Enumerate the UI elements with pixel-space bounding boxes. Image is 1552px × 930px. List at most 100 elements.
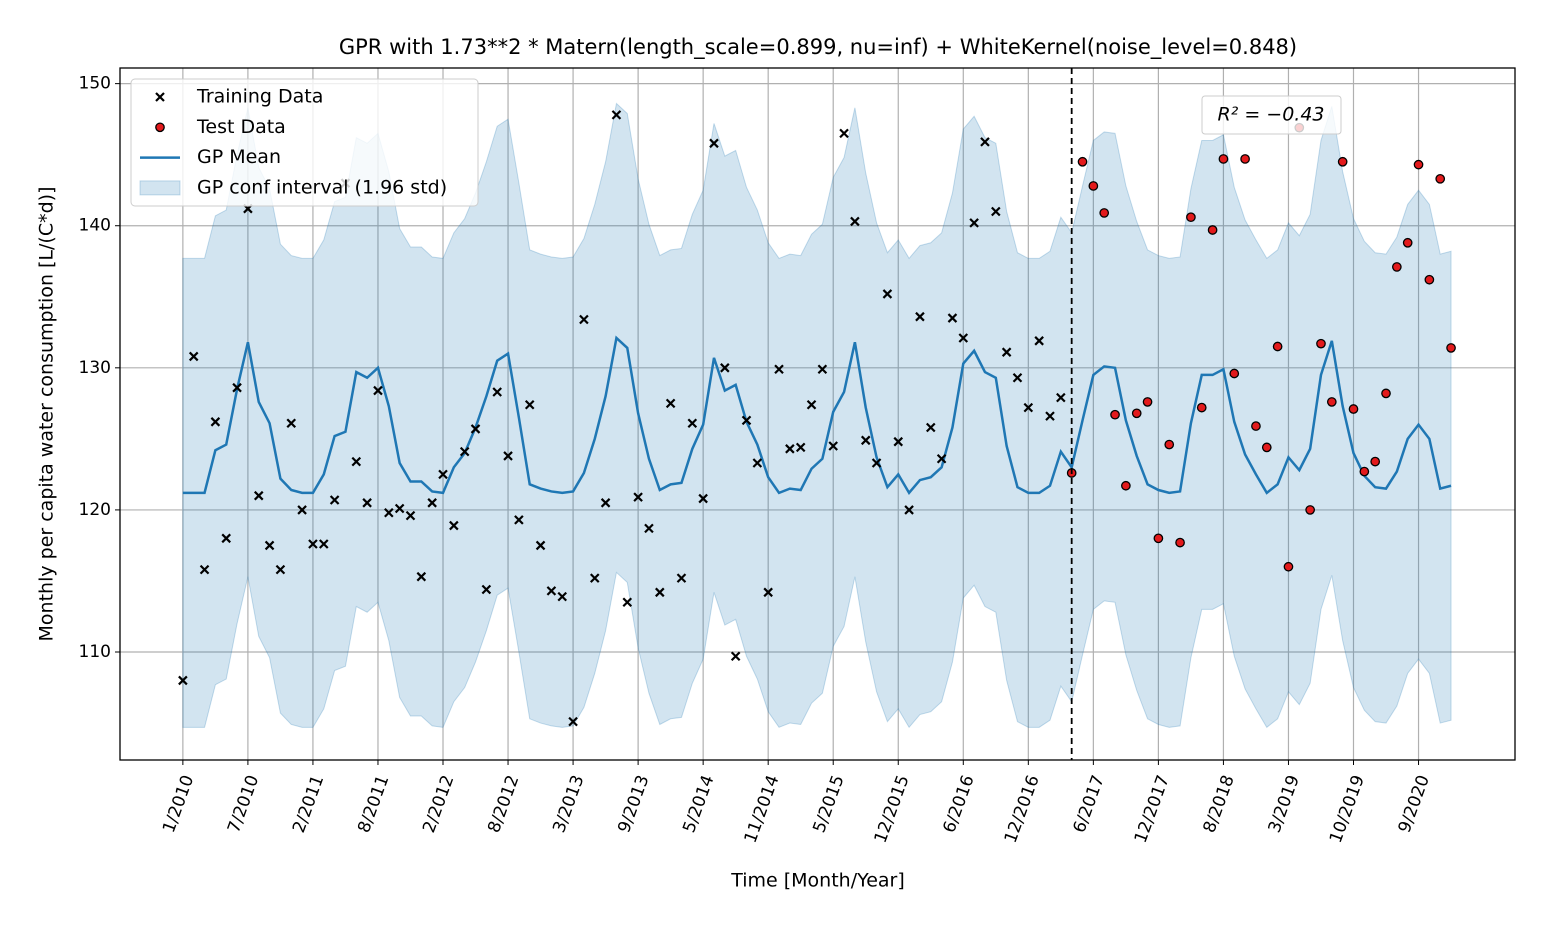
training-point [1045, 411, 1055, 421]
test-point [1261, 442, 1272, 453]
training-point [936, 453, 947, 464]
training-point [720, 363, 730, 373]
training-point [969, 218, 979, 228]
y-tick-label: 140 [79, 216, 111, 236]
training-point [763, 587, 773, 598]
training-point [232, 382, 242, 393]
test-point [1424, 274, 1435, 285]
training-point [698, 493, 708, 504]
training-point [438, 469, 448, 480]
training-point [492, 387, 502, 397]
mean-line [182, 335, 1452, 496]
training-point [980, 137, 990, 147]
x-tick-label: 3/2019 [1265, 773, 1304, 836]
x-tick-label: 8/2011 [354, 773, 393, 836]
training-point [514, 515, 524, 525]
training-point [871, 458, 882, 468]
x-axis-label: Time [Month/Year] [730, 870, 905, 892]
x-tick-label: 6/2016 [939, 773, 978, 836]
training-point [1023, 402, 1034, 413]
training-point [427, 498, 437, 508]
training-point [817, 364, 828, 375]
training-point [362, 498, 372, 508]
test-point [1370, 456, 1381, 467]
test-point [1218, 154, 1229, 164]
y-axis-label: Monthly per capita water consumption [L/… [36, 187, 58, 642]
training-point [546, 586, 557, 596]
training-point [1012, 372, 1023, 383]
training-point [308, 539, 318, 549]
training-point [297, 505, 307, 515]
x-tick-label: 5/2014 [679, 773, 718, 836]
test-point [1131, 408, 1142, 419]
training-point [459, 446, 470, 457]
training-point [1056, 392, 1066, 403]
training-point [449, 520, 459, 531]
test-point [1186, 212, 1196, 223]
training-point [329, 495, 340, 505]
training-point [915, 311, 925, 322]
training-point [416, 571, 427, 582]
x-tick-label: 9/2013 [614, 773, 653, 836]
test-point [1392, 262, 1402, 272]
x-tick-label: 9/2020 [1395, 773, 1434, 836]
training-point [481, 584, 492, 595]
legend-marker [139, 180, 181, 196]
training-point [178, 675, 188, 686]
test-point [1316, 338, 1326, 349]
training-point [557, 591, 568, 602]
test-point [1435, 173, 1446, 184]
test-point [1229, 368, 1240, 379]
training-point [318, 539, 329, 549]
training-point [839, 128, 849, 139]
training-point [600, 498, 611, 508]
annotation-box [1201, 95, 1342, 135]
training-point [655, 587, 665, 598]
y-tick-label: 120 [79, 500, 111, 520]
training-point [253, 490, 264, 501]
training-point [925, 422, 936, 433]
training-point [373, 385, 383, 396]
legend-marker [155, 92, 165, 102]
training-point [199, 564, 210, 575]
training-point [568, 716, 578, 727]
x-tick-label: 1/2010 [159, 773, 198, 836]
training-point [774, 364, 784, 375]
y-tick-label: 150 [79, 74, 111, 94]
training-point [709, 138, 719, 149]
test-point [1381, 388, 1391, 399]
training-point [806, 399, 817, 410]
training-point [275, 564, 286, 575]
training-point [264, 540, 275, 551]
training-point [405, 510, 416, 521]
training-point [882, 289, 893, 299]
test-point [1348, 404, 1359, 414]
test-point [1402, 237, 1413, 248]
test-point [1251, 421, 1261, 431]
training-point [394, 503, 405, 514]
training-point [1001, 347, 1012, 357]
training-point [904, 505, 914, 515]
test-point [1240, 154, 1250, 164]
x-tick-label: 12/2015 [871, 773, 914, 846]
training-point [622, 597, 633, 608]
training-point [676, 573, 687, 583]
training-point [589, 573, 600, 583]
test-point [1153, 533, 1164, 544]
training-point [503, 451, 513, 461]
chart-title: GPR with 1.73**2 * Matern(length_scale=0… [339, 35, 1297, 60]
x-tick-label: 3/2013 [549, 773, 588, 836]
training-point [611, 110, 622, 120]
legend-label: Training Data [196, 86, 323, 108]
x-tick-label: 10/2019 [1326, 773, 1369, 846]
test-point [1337, 156, 1348, 167]
training-point [221, 533, 232, 544]
training-point [828, 441, 838, 451]
test-point [1110, 409, 1120, 420]
x-tick-label: 11/2014 [741, 773, 784, 846]
test-point [1099, 208, 1110, 218]
training-point [741, 415, 752, 426]
training-point [991, 206, 1001, 217]
training-point [785, 444, 795, 454]
